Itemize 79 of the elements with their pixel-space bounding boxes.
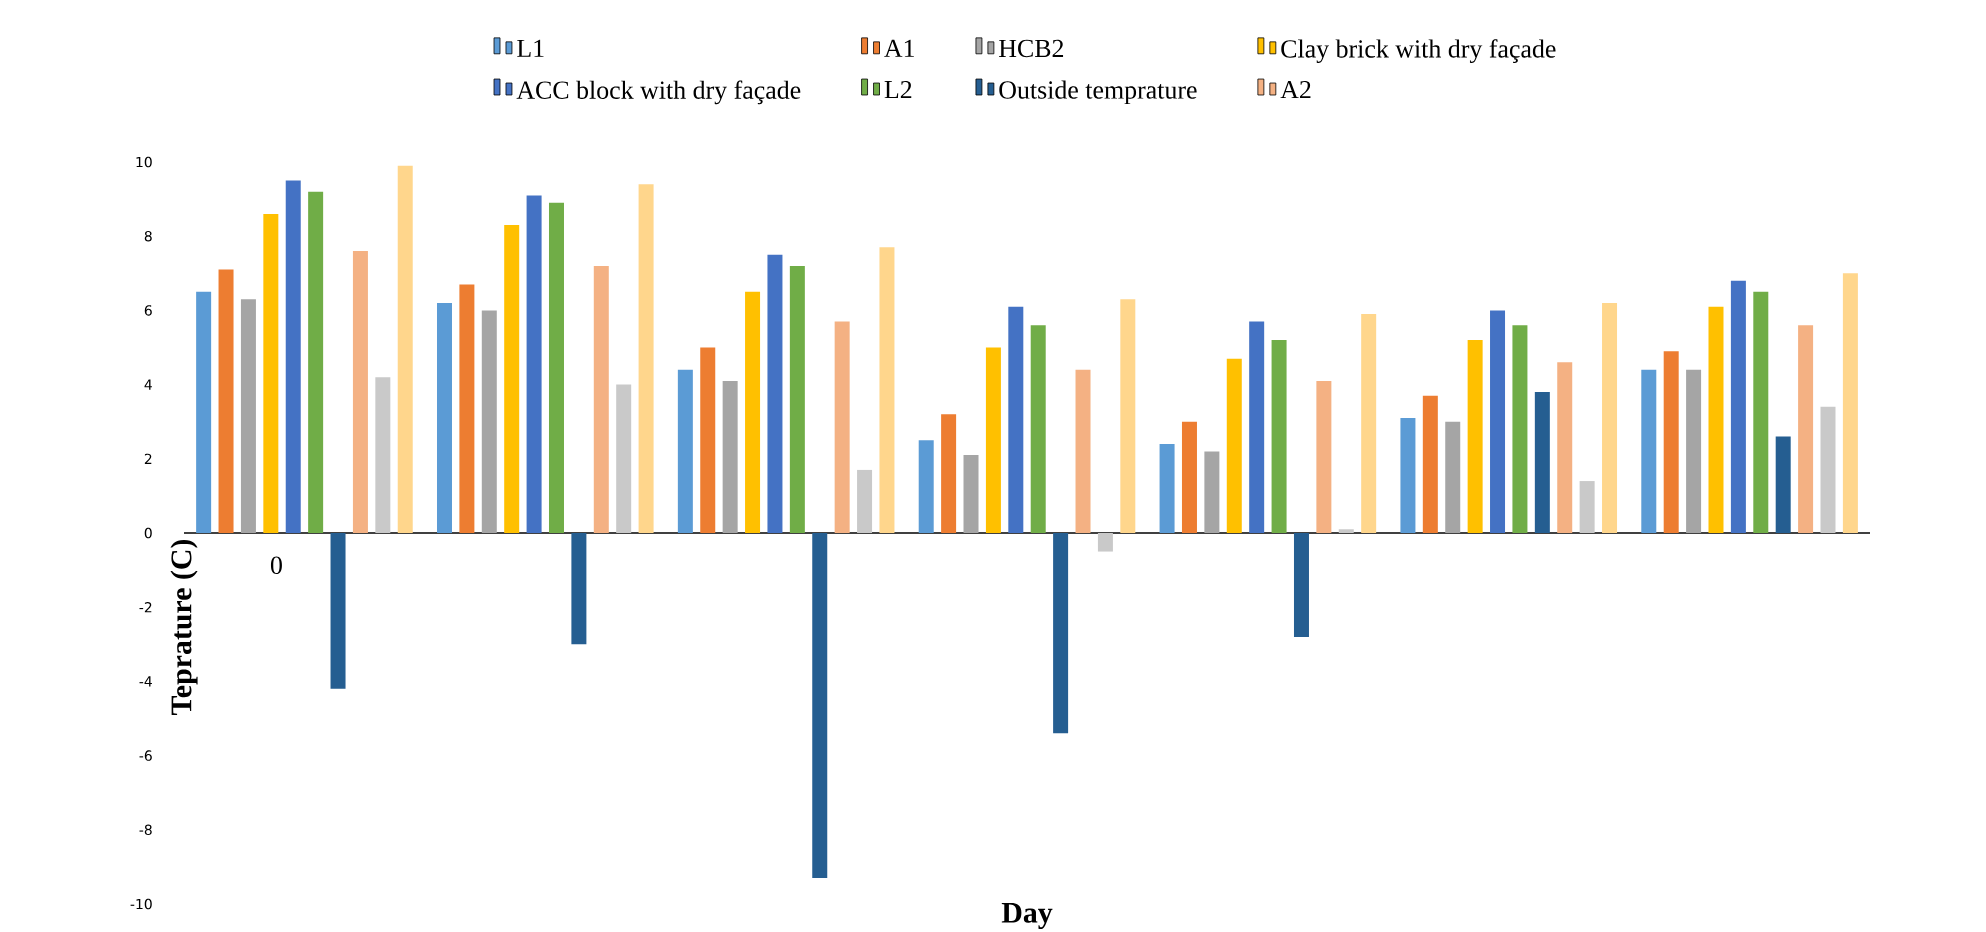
bar — [1842, 273, 1858, 533]
bar — [918, 440, 934, 533]
bar — [481, 310, 497, 533]
bar — [1490, 310, 1506, 533]
bar — [745, 291, 761, 533]
bar — [1512, 325, 1528, 533]
legend-label: A1 — [884, 39, 915, 57]
bar — [1181, 421, 1197, 533]
bar — [1708, 306, 1724, 533]
bar — [1097, 532, 1113, 552]
bar — [857, 469, 873, 533]
bar — [240, 299, 256, 533]
bar — [1204, 451, 1220, 533]
bar — [1641, 369, 1657, 533]
bar — [1008, 306, 1024, 533]
bar — [1557, 362, 1573, 533]
bar — [1120, 299, 1136, 533]
bar — [571, 532, 587, 645]
legend-label: A2 — [1280, 80, 1311, 99]
bar — [1602, 302, 1618, 533]
bar — [218, 269, 234, 533]
bar — [196, 291, 212, 533]
bar — [1226, 358, 1242, 533]
legend-label: Outside temprature — [999, 80, 1197, 104]
bar — [593, 265, 609, 533]
bar — [638, 184, 654, 533]
bar — [504, 225, 520, 533]
legend-label: L1 — [517, 39, 544, 57]
bar — [767, 254, 783, 533]
bar — [1798, 325, 1814, 533]
x-axis-title: Day — [1001, 903, 1053, 929]
bar — [722, 380, 738, 533]
bar — [700, 347, 716, 533]
legend-label: L2 — [884, 80, 912, 99]
bar — [548, 202, 564, 533]
bar — [677, 369, 693, 533]
bar — [985, 347, 1001, 533]
bar — [1820, 406, 1836, 533]
bar — [1579, 481, 1595, 533]
bar — [812, 532, 828, 879]
bar — [941, 414, 957, 533]
bar — [375, 377, 391, 533]
legend-label: HCB2 — [999, 39, 1064, 58]
bar — [1422, 395, 1438, 533]
bar — [1159, 443, 1175, 533]
bar — [263, 213, 279, 533]
bar — [352, 251, 368, 533]
bar — [330, 532, 346, 689]
bar — [1361, 314, 1377, 533]
y-axis-title: Teprature (C) — [170, 539, 198, 715]
bar — [1775, 436, 1791, 533]
bar — [1400, 417, 1416, 533]
bar — [1030, 325, 1046, 533]
bar — [1730, 280, 1746, 533]
legend-label: Clay brick with dry façade — [1281, 39, 1556, 64]
bar — [1534, 392, 1550, 533]
bar — [526, 195, 542, 533]
bar — [1316, 380, 1332, 533]
bar — [1686, 369, 1702, 533]
bar — [616, 384, 632, 533]
bar — [1075, 369, 1091, 533]
bar — [789, 265, 805, 533]
bar — [1445, 421, 1461, 533]
bar — [1271, 340, 1287, 533]
bar — [459, 284, 475, 533]
bar — [1249, 321, 1265, 533]
legend-label: ACC block with dry façade — [516, 80, 801, 105]
bar — [1053, 532, 1069, 734]
bar — [963, 455, 979, 533]
bar — [397, 165, 413, 533]
bar — [436, 302, 452, 533]
bar — [1467, 340, 1483, 533]
bar — [834, 321, 850, 533]
bar — [285, 180, 301, 533]
bar — [308, 191, 324, 533]
bar — [1663, 351, 1679, 533]
bar — [879, 247, 895, 533]
bar — [1753, 291, 1769, 533]
bar — [1293, 532, 1309, 637]
